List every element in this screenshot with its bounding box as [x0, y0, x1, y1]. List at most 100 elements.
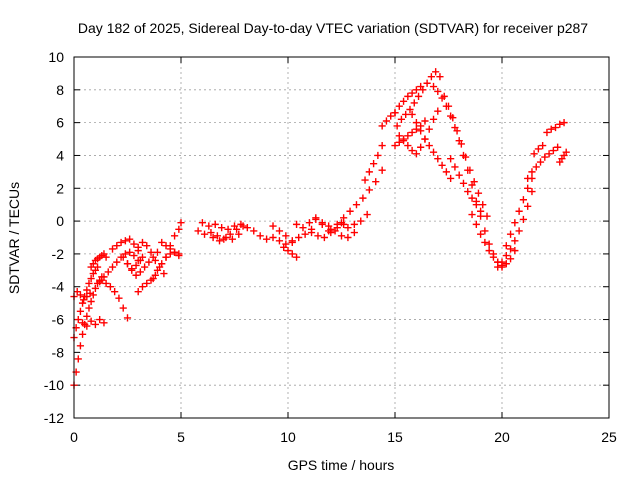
data-point	[539, 142, 547, 150]
data-point	[215, 237, 224, 245]
data-point	[87, 317, 95, 325]
data-point	[153, 266, 162, 274]
series-sat-track-2	[70, 263, 102, 342]
data-point	[432, 68, 440, 76]
data-point	[524, 184, 532, 192]
data-point	[421, 117, 429, 125]
data-point	[213, 232, 221, 240]
data-point	[218, 224, 226, 232]
data-point	[449, 114, 457, 122]
data-point	[474, 189, 483, 197]
data-point	[357, 217, 365, 225]
data-point	[395, 102, 403, 110]
tick-layer: 0 5 10 15 20 25 -12 -10 -8 -6 -4 -2 0 2 4 6 8 10	[44, 49, 617, 445]
data-point	[243, 224, 251, 232]
data-point	[462, 153, 470, 161]
data-point	[87, 274, 95, 283]
data-point	[301, 230, 309, 238]
data-point	[275, 237, 284, 245]
data-point	[78, 299, 87, 307]
series-sat-track-22	[292, 215, 333, 235]
data-point	[128, 265, 136, 273]
data-point	[153, 248, 162, 256]
series-sat-track-17	[198, 219, 251, 233]
data-point	[134, 288, 142, 296]
data-point	[337, 219, 346, 227]
data-point	[74, 315, 82, 324]
data-point	[113, 258, 121, 266]
x-tick-label: 10	[280, 429, 296, 445]
data-point	[511, 219, 519, 227]
series-sat-track-36	[447, 155, 485, 215]
y-tick-label: -12	[44, 410, 64, 426]
series-sat-track-26	[337, 210, 371, 232]
series-sat-track-21	[280, 243, 301, 261]
data-point	[549, 146, 557, 155]
data-point	[477, 230, 485, 238]
data-point	[530, 150, 538, 158]
y-tick-label: -6	[52, 312, 65, 328]
series-sat-track-28	[378, 109, 399, 130]
data-point	[158, 238, 166, 247]
data-point	[222, 233, 230, 242]
data-point	[404, 142, 412, 150]
series-sat-track-16	[194, 222, 247, 243]
data-point	[80, 296, 88, 304]
data-point	[145, 258, 153, 266]
data-point	[87, 297, 95, 306]
data-point	[425, 142, 433, 150]
data-point	[151, 256, 159, 265]
data-point	[536, 158, 545, 166]
data-point	[305, 219, 313, 227]
data-point	[397, 115, 406, 123]
data-point	[412, 125, 420, 133]
data-point	[519, 196, 527, 204]
data-point	[408, 146, 416, 155]
data-point	[138, 283, 147, 291]
x-tick-label: 25	[601, 429, 617, 445]
data-point	[230, 222, 239, 230]
series-sat-track-4	[78, 315, 108, 330]
data-point	[541, 153, 549, 161]
data-point	[382, 117, 391, 125]
y-tick-label: -2	[52, 246, 65, 262]
data-point	[295, 233, 303, 242]
data-point	[370, 160, 378, 168]
data-point	[451, 163, 459, 171]
data-point	[337, 232, 346, 240]
data-point	[263, 235, 271, 243]
data-point	[547, 125, 555, 133]
data-point	[314, 232, 322, 240]
data-point	[177, 219, 185, 227]
data-point	[138, 238, 147, 247]
data-point	[408, 128, 416, 137]
data-point	[374, 151, 382, 160]
data-point	[494, 263, 502, 271]
data-point	[556, 120, 564, 128]
data-point	[453, 127, 461, 135]
data-point	[511, 237, 519, 245]
data-point	[365, 186, 373, 194]
series-sat-track-41	[530, 142, 547, 158]
data-point	[327, 225, 335, 233]
x-tick-label: 15	[387, 429, 403, 445]
data-point	[76, 307, 85, 315]
series-sat-track-9	[123, 248, 162, 279]
data-point	[141, 263, 149, 271]
data-point	[117, 238, 125, 247]
data-point	[136, 256, 144, 265]
series-sat-track-8	[108, 235, 147, 261]
data-point	[502, 242, 510, 250]
data-point	[363, 210, 371, 219]
data-point	[108, 263, 117, 271]
data-point	[147, 248, 155, 256]
data-point	[528, 168, 536, 176]
data-point	[479, 201, 487, 209]
data-point	[91, 320, 99, 329]
x-tick-label: 5	[177, 429, 185, 445]
data-point	[102, 279, 110, 288]
data-point	[143, 279, 151, 288]
data-point	[438, 161, 446, 169]
data-point	[393, 122, 401, 130]
